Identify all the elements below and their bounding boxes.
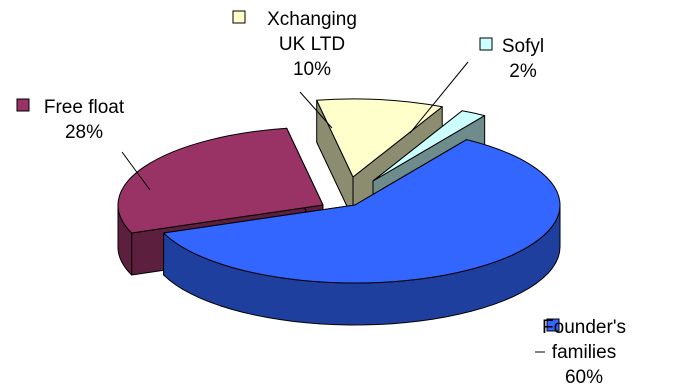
legend-marker-1	[16, 98, 30, 112]
slice-name-3: Sofyl	[502, 36, 544, 57]
slice-percent-3: 2%	[509, 61, 537, 82]
slice-0	[163, 139, 561, 326]
legend-marker-2	[232, 10, 246, 24]
slice-label-1: Free float 28%	[16, 97, 151, 191]
slice-percent-1: 28%	[65, 122, 103, 143]
slice-name-2: Xchanging	[267, 9, 357, 30]
slice-label-3: Sofyl 2%	[409, 36, 544, 134]
slice-top-0	[163, 139, 561, 284]
leader-line-2	[299, 91, 333, 129]
slice-name-0: Founder's	[542, 317, 626, 338]
slice-name-2: UK LTD	[279, 34, 345, 55]
leader-line-1	[121, 151, 151, 191]
slice-label-0: Founder's families 60%	[535, 317, 626, 388]
slice-top-1	[117, 127, 324, 234]
legend-marker-3	[479, 37, 493, 51]
slice-percent-0: 60%	[565, 367, 603, 388]
pie-labels: Founder's families 60% Free float 28% Xchangi…	[16, 9, 626, 388]
slice-top-2	[316, 98, 443, 178]
slice-top-3	[372, 110, 486, 182]
slice-name-0: families	[552, 342, 616, 363]
slice-name-1: Free float	[44, 97, 125, 118]
slice-percent-2: 10%	[293, 59, 331, 80]
legend-marker-0	[546, 318, 560, 332]
pie-slices	[117, 98, 561, 326]
leader-line-3	[409, 61, 469, 134]
slice-label-2: Xchanging UK LTD 10%	[232, 9, 357, 129]
